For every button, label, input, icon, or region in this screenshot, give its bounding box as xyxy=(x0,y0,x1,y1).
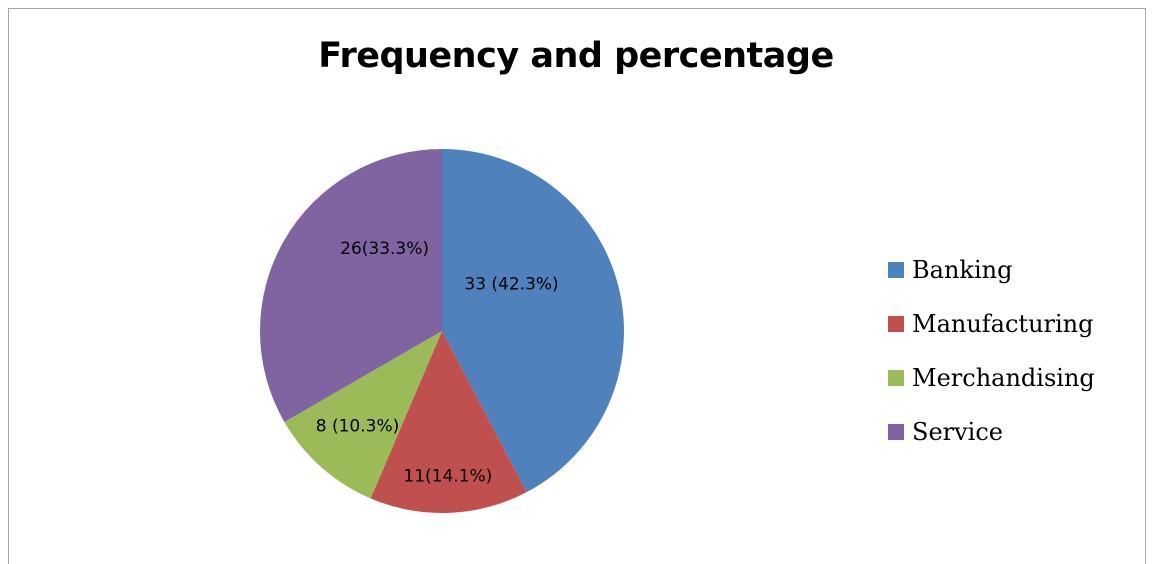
legend-label-merchandising: Merchandising xyxy=(912,364,1095,392)
pie-slice-banking xyxy=(442,149,625,493)
legend-item-manufacturing: Manufacturing xyxy=(888,297,1095,351)
legend-label-manufacturing: Manufacturing xyxy=(912,310,1094,338)
legend-swatch-service xyxy=(888,424,904,440)
data-label-banking: 33 (42.3%) xyxy=(464,274,558,294)
legend-swatch-manufacturing xyxy=(888,316,904,332)
legend-label-service: Service xyxy=(912,418,1003,446)
pie-slice-merchandising xyxy=(284,331,442,499)
legend-swatch-banking xyxy=(888,262,904,278)
legend-swatch-merchandising xyxy=(888,370,904,386)
legend-label-banking: Banking xyxy=(912,256,1013,284)
data-label-manufacturing: 11(14.1%) xyxy=(403,466,492,486)
pie-slice-service xyxy=(260,149,442,422)
data-label-service: 26(33.3%) xyxy=(340,239,429,259)
legend-item-merchandising: Merchandising xyxy=(888,351,1095,405)
legend-item-service: Service xyxy=(888,405,1095,459)
chart-title: Frequency and percentage xyxy=(318,36,834,76)
legend: Banking Manufacturing Merchandising Serv… xyxy=(888,243,1095,459)
pie-slice-manufacturing xyxy=(370,331,527,513)
data-label-merchandising: 8 (10.3%) xyxy=(316,416,400,436)
legend-item-banking: Banking xyxy=(888,243,1095,297)
